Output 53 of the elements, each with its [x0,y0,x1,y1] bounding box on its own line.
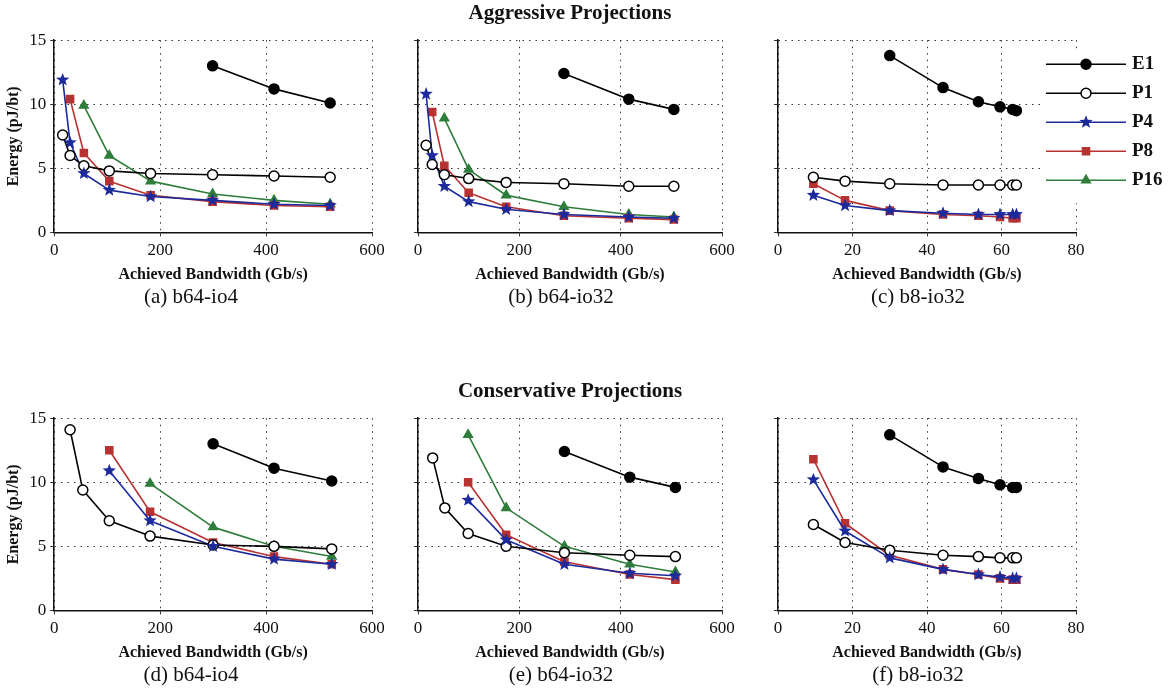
legend-label: P1 [1132,81,1154,103]
x-tick-label: 40 [918,618,936,638]
text: (f) b8-io32 [871,662,965,687]
y-tick-label: 15 [29,29,47,49]
x-tick-label: 0 [773,618,783,638]
x-tick-label: 20 [844,240,861,260]
y-tick-label: 15 [29,407,47,427]
x-tick-label: 60 [993,240,1010,260]
y-axis-title: Energy (pJ/bt) [3,86,22,187]
x-tick-label: 60 [993,618,1010,638]
x-tick-label: 200 [147,618,173,638]
y-tick-label: 5 [37,157,47,177]
y-tick-label: 0 [37,599,47,619]
y-tick-label: 10 [29,471,47,491]
legend-label: E1 [1132,52,1155,74]
y-tick-label: 5 [37,535,47,555]
x-tick-label: 40 [918,240,936,260]
x-tick-label: 400 [607,618,634,638]
y-tick-label: 0 [37,221,47,241]
x-tick-label: 0 [413,240,423,260]
x-axis-title: Achieved Bandwidth (Gb/s) [118,642,308,661]
x-axis-title: Achieved Bandwidth (Gb/s) [475,264,665,283]
chart-subtitle: Conservative Projections [456,378,684,403]
x-tick-label: 600 [359,240,385,260]
x-tick-label: 400 [253,240,279,260]
text: (a) b64-io4 [143,284,239,309]
x-tick-label: 400 [253,618,279,638]
x-tick-label: 80 [1067,618,1085,638]
x-tick-label: 600 [359,618,385,638]
x-tick-label: 200 [147,240,173,260]
text: (b) b64-io32 [507,284,615,309]
x-tick-label: 600 [709,618,735,638]
x-axis-title: Achieved Bandwidth (Gb/s) [832,264,1022,283]
x-axis-title: Achieved Bandwidth (Gb/s) [118,264,308,283]
x-tick-label: 600 [709,240,735,260]
x-tick-label: 200 [506,618,533,638]
text: (e) b64-io32 [507,662,615,687]
y-tick-label: 10 [29,93,47,113]
x-tick-label: 200 [506,240,533,260]
y-axis-title: Energy (pJ/bt) [3,464,22,565]
legend-label: P4 [1132,110,1154,132]
chart-subtitle: Aggressive Projections [467,0,673,25]
text: (c) b8-io32 [870,284,966,309]
legend-label: P8 [1132,139,1154,161]
x-tick-label: 0 [413,618,423,638]
text: (d) b64-io4 [142,662,240,687]
x-axis-title: Achieved Bandwidth (Gb/s) [475,642,665,661]
x-tick-label: 80 [1067,240,1085,260]
legend-label: P16 [1132,168,1163,190]
x-tick-label: 20 [844,618,861,638]
x-tick-label: 400 [607,240,634,260]
x-axis-title: Achieved Bandwidth (Gb/s) [832,642,1022,661]
x-tick-label: 0 [773,240,783,260]
